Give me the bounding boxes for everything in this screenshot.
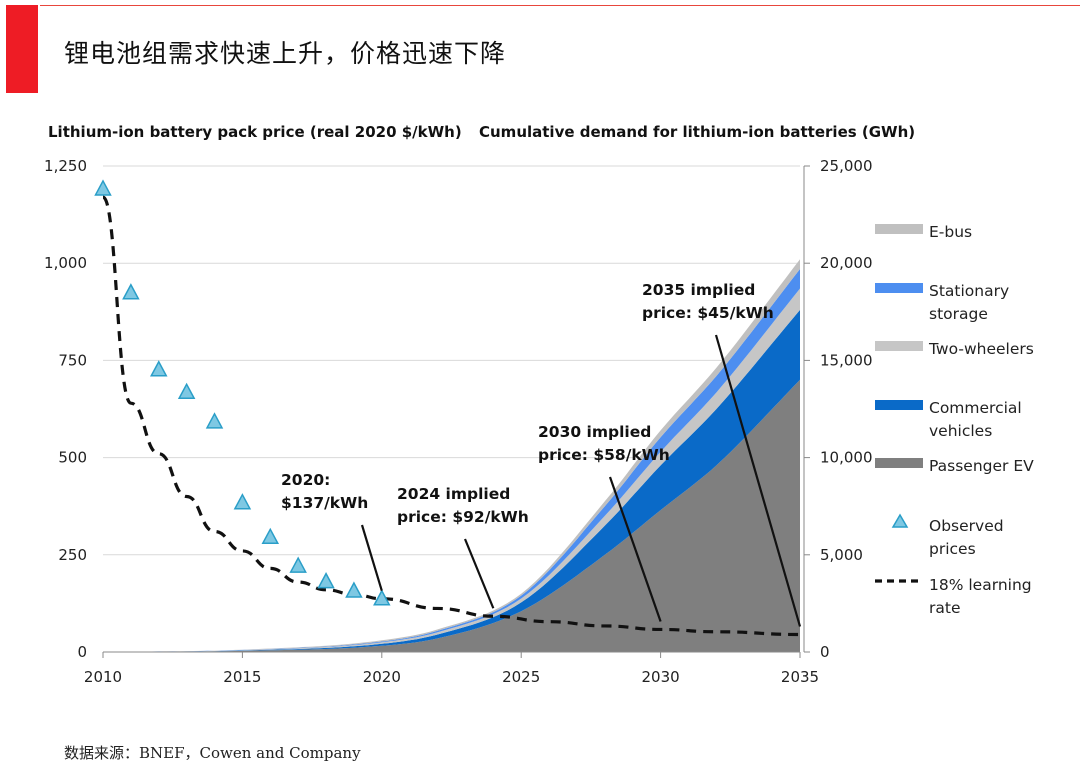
legend-label: vehicles <box>929 422 992 440</box>
learning-curve-line <box>101 195 801 637</box>
area-commercial-vehicles <box>103 309 800 652</box>
annotation-label: 2030 implied <box>538 423 651 441</box>
legend-label: Observed <box>929 517 1004 535</box>
legend-swatch <box>875 458 923 468</box>
annotation-label: price: $58/kWh <box>538 446 670 464</box>
left-tick-label: 0 <box>77 643 87 661</box>
area-passenger-ev <box>103 379 800 652</box>
annotation-leader <box>714 334 802 627</box>
observed-price-marker <box>122 283 140 300</box>
source-note: 数据来源：BNEF，Cowen and Company <box>64 744 361 762</box>
left-axis-title: Lithium-ion battery pack price (real 202… <box>48 123 462 141</box>
observed-price-markers <box>94 179 391 606</box>
observed-price-marker <box>233 493 252 510</box>
right-tick-label: 15,000 <box>820 351 873 369</box>
battery-chart: Lithium-ion battery pack price (real 202… <box>44 123 1034 686</box>
observed-price-marker <box>205 412 224 429</box>
legend-label: 18% learning <box>929 576 1032 594</box>
annotation-label: price: $45/kWh <box>642 304 774 322</box>
learning-curve <box>101 195 801 637</box>
x-tick-label: 2025 <box>502 668 540 686</box>
right-axis-title: Cumulative demand for lithium-ion batter… <box>479 123 915 141</box>
x-tick-label: 2030 <box>642 668 680 686</box>
axes: 0 250 500 750 1,000 1,250 0 5,000 10,000 15,000 20… <box>44 157 872 686</box>
observed-price-marker <box>317 572 335 589</box>
legend-swatch <box>891 513 909 528</box>
legend-swatch <box>875 283 923 293</box>
annotation-leader <box>360 524 383 592</box>
annotation-label: 2035 implied <box>642 281 755 299</box>
observed-price-marker <box>150 360 168 377</box>
legend-label: Two-wheelers <box>928 340 1034 358</box>
x-tick-label: 2015 <box>223 668 261 686</box>
legend-label: Passenger EV <box>929 457 1034 475</box>
gridlines <box>103 165 800 556</box>
legend-swatch <box>875 224 923 234</box>
header-rule <box>40 5 1080 6</box>
right-tick-label: 20,000 <box>820 254 873 272</box>
legend-label: prices <box>929 540 976 558</box>
observed-price-marker <box>289 556 307 573</box>
observed-price-marker <box>177 382 196 400</box>
left-tick-label: 500 <box>58 449 87 467</box>
legend-swatch <box>875 400 923 410</box>
observed-price-marker <box>373 589 391 606</box>
annotation-label: 2024 implied <box>397 485 510 503</box>
legend: E-bus Stationary storage Two-wheelers Commer… <box>875 223 1034 617</box>
brand-bar <box>6 5 38 93</box>
legend-label: Commercial <box>929 399 1022 417</box>
legend-label: Stationary <box>929 282 1009 300</box>
stacked-areas <box>103 259 800 652</box>
legend-label: storage <box>929 305 988 323</box>
legend-label: E-bus <box>929 223 972 241</box>
left-tick-label: 1,250 <box>44 157 87 175</box>
observed-price-marker <box>261 527 280 545</box>
annotation-leader <box>463 538 495 609</box>
x-tick-label: 2035 <box>781 668 819 686</box>
right-tick-label: 10,000 <box>820 449 873 467</box>
legend-label: rate <box>929 599 960 617</box>
annotation-label: $137/kWh <box>281 494 368 512</box>
left-tick-label: 1,000 <box>44 254 87 272</box>
annotation-label: price: $92/kWh <box>397 508 529 526</box>
observed-price-marker <box>94 179 112 196</box>
annotation-label: 2020: <box>281 471 330 489</box>
legend-swatch <box>875 341 923 351</box>
left-tick-label: 750 <box>58 351 87 369</box>
observed-price-marker <box>345 581 363 598</box>
annotations: 2020: $137/kWh 2024 implied price: $92/kWh 2… <box>281 281 802 627</box>
left-tick-label: 250 <box>58 546 87 564</box>
annotation-leader <box>608 476 662 622</box>
x-tick-label: 2010 <box>84 668 122 686</box>
x-tick-label: 2020 <box>363 668 401 686</box>
right-tick-label: 25,000 <box>820 157 873 175</box>
right-tick-label: 0 <box>820 643 830 661</box>
right-tick-label: 5,000 <box>820 546 863 564</box>
page-title: 锂电池组需求快速上升，价格迅速下降 <box>64 39 507 68</box>
